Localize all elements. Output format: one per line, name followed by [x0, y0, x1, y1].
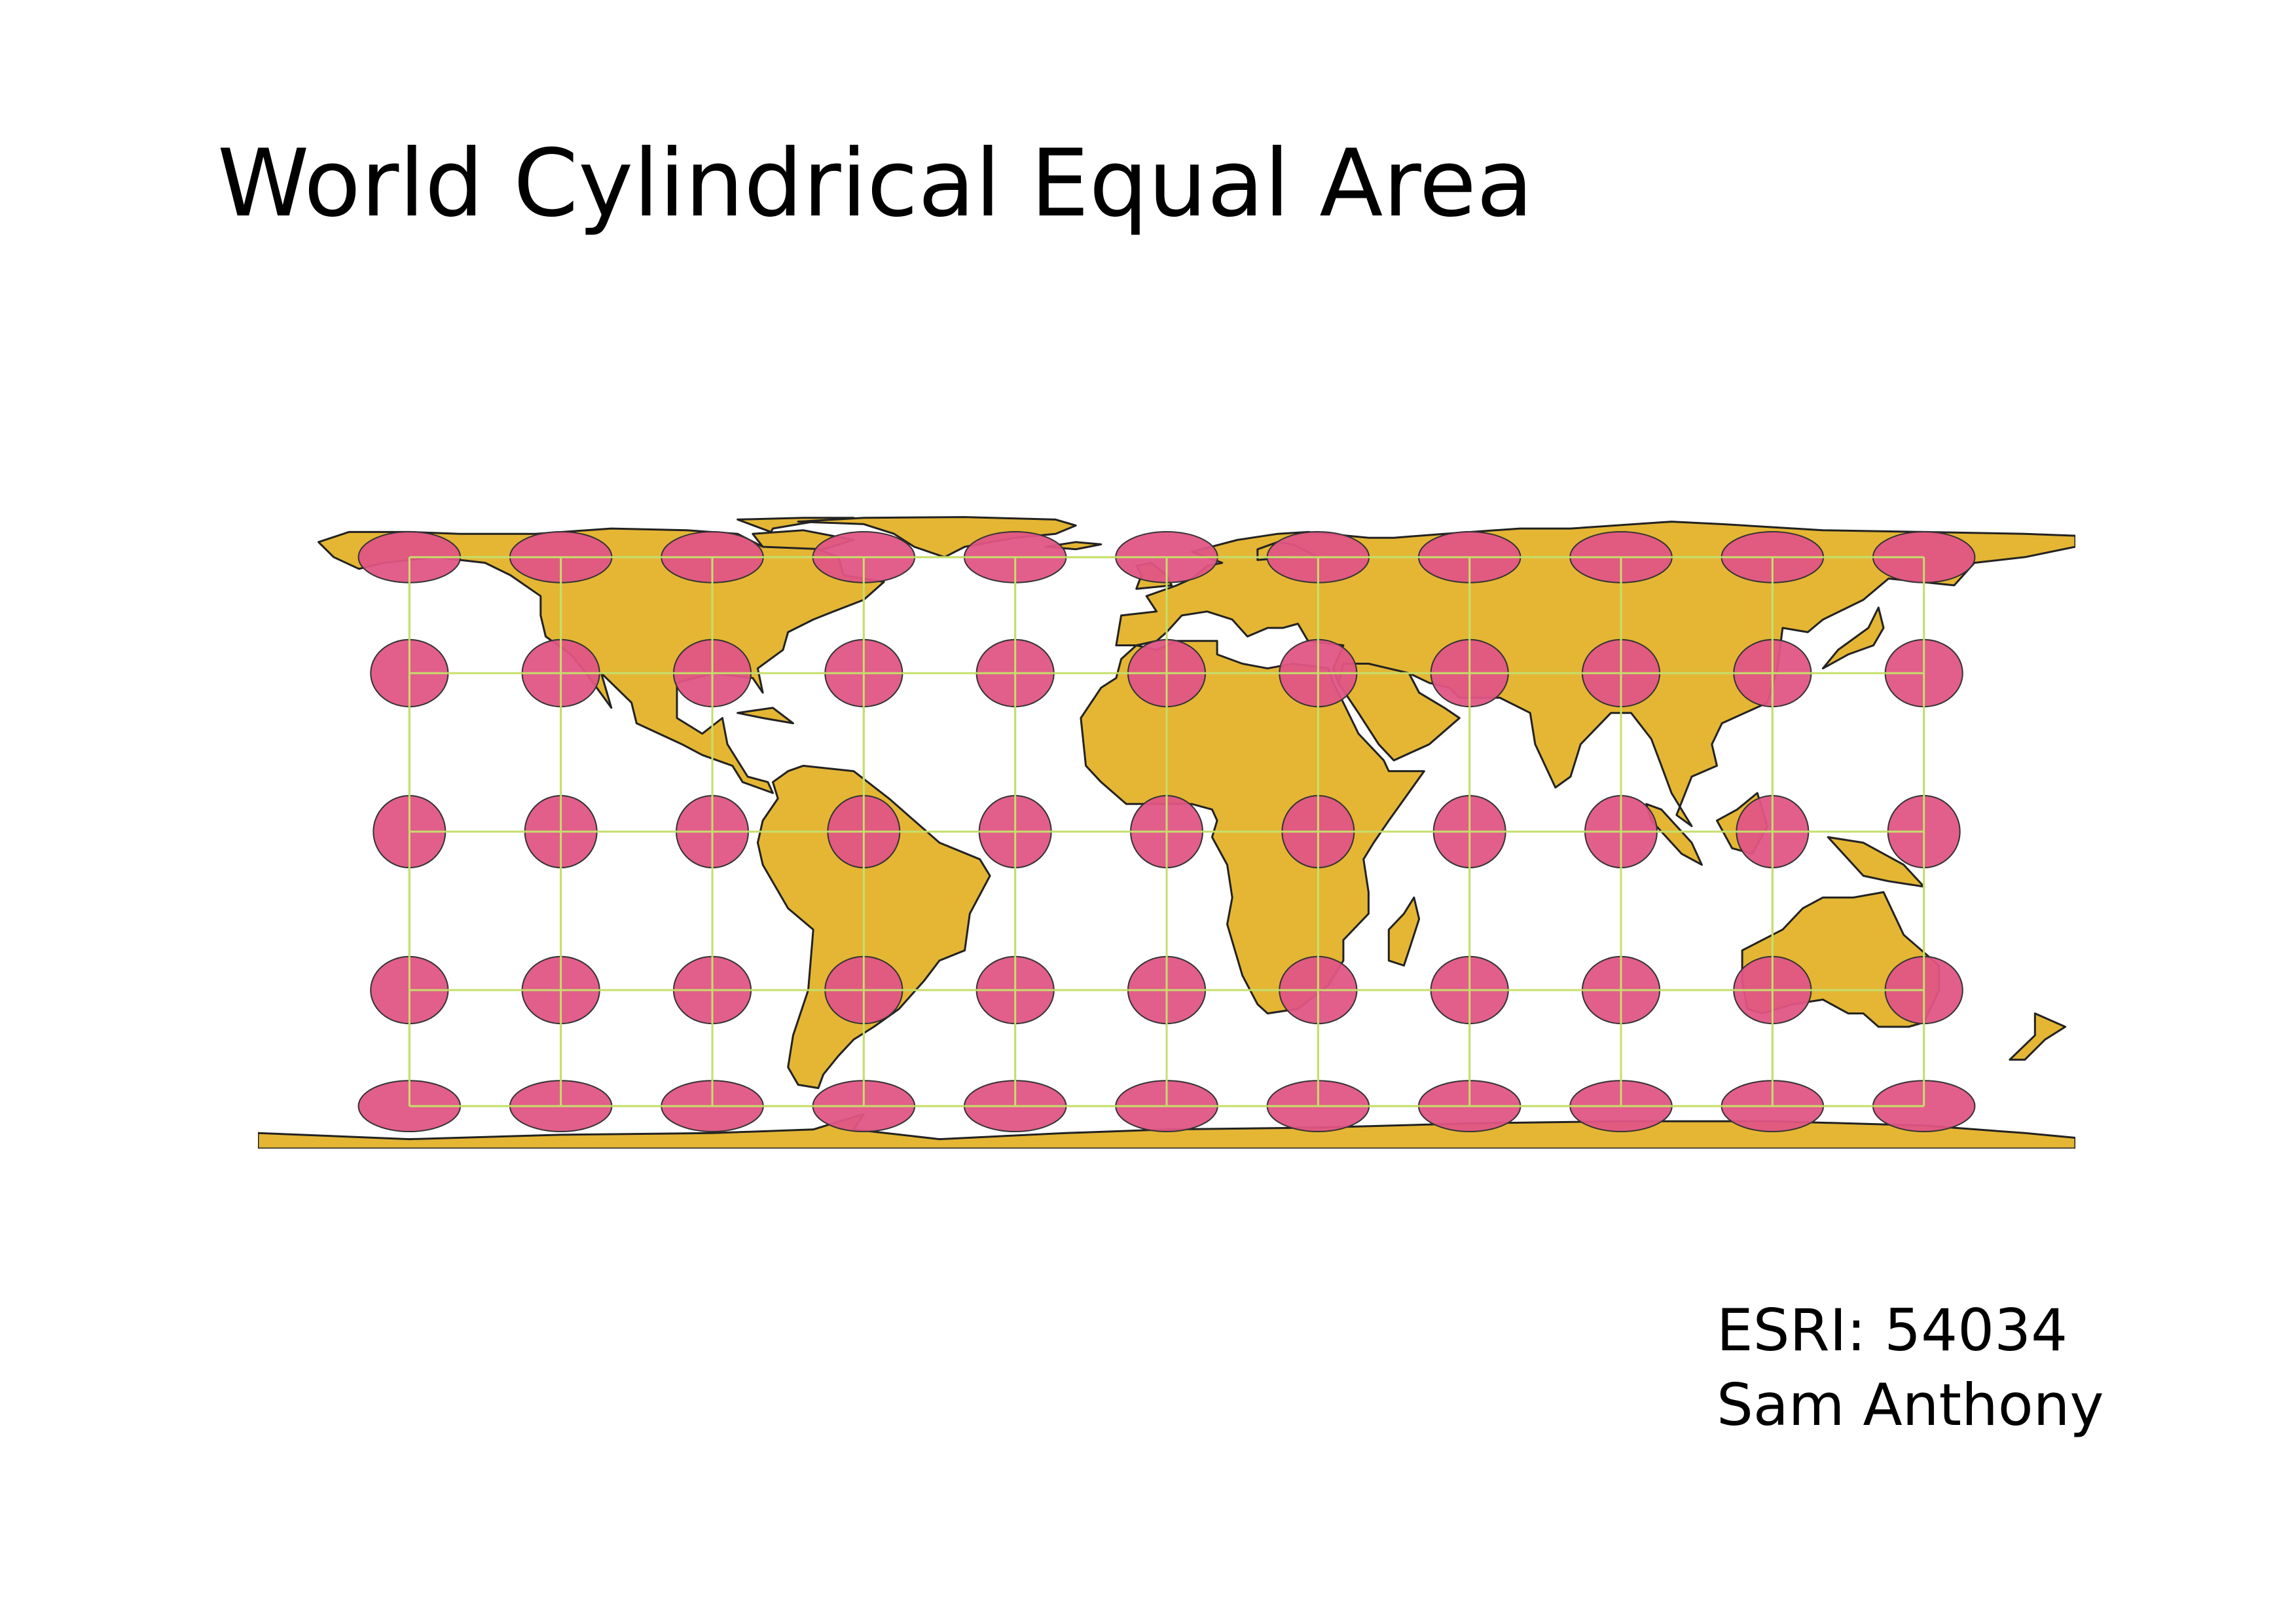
world-map: [258, 516, 2075, 1149]
map-credit: ESRI: 54034 Sam Anthony: [1717, 1293, 2104, 1443]
map-title: World Cylindrical Equal Area: [217, 130, 1534, 238]
land-cuba: [737, 707, 794, 724]
author-name: Sam Anthony: [1717, 1371, 2104, 1439]
land-madagascar: [1387, 896, 1421, 967]
land-japan: [1821, 606, 1885, 670]
land-arabia-fill: [1337, 663, 1461, 762]
land-new-zealand: [2009, 1012, 2067, 1061]
tissot-indicatrix-layer: [357, 530, 1976, 1133]
esri-code: ESRI: 54034: [1717, 1297, 2068, 1364]
